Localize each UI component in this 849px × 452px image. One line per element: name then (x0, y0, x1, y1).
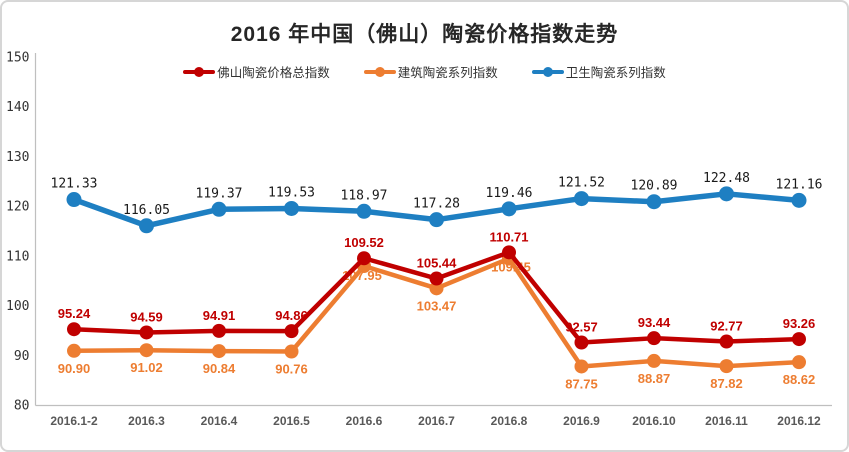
data-point (792, 332, 806, 347)
data-point (429, 271, 444, 286)
data-label: 90.90 (58, 361, 91, 376)
data-label: 93.26 (783, 316, 816, 331)
data-point (284, 200, 299, 216)
data-label: 88.62 (783, 372, 816, 387)
data-label: 88.87 (638, 371, 671, 386)
legend-item-sanitary-index: 卫生陶瓷系列指数 (531, 62, 666, 81)
data-label: 118.97 (341, 188, 388, 203)
data-point (284, 324, 299, 339)
x-axis-label: 2016.1-2 (50, 414, 98, 428)
data-point (139, 325, 154, 340)
data-point (356, 203, 372, 219)
legend-item-total-index: 佛山陶瓷价格总指数 (183, 62, 330, 81)
x-axis-label: 2016.3 (128, 414, 165, 428)
data-label: 119.37 (196, 186, 243, 201)
x-axis-label: 2016.7 (418, 414, 455, 428)
data-point (212, 323, 226, 338)
data-point (647, 353, 661, 368)
data-point (139, 343, 154, 358)
data-label: 109.52 (344, 235, 384, 250)
data-label: 94.59 (130, 309, 163, 324)
x-axis-label: 2016.5 (273, 414, 310, 428)
data-label: 90.84 (203, 361, 236, 376)
data-point (429, 281, 444, 296)
data-label: 110.71 (489, 229, 528, 244)
data-label: 117.28 (413, 197, 460, 212)
data-label: 92.77 (710, 319, 743, 334)
data-label: 91.02 (130, 360, 163, 375)
data-point (501, 201, 517, 217)
data-point (502, 245, 516, 260)
data-label: 119.46 (486, 186, 533, 201)
data-label: 94.91 (203, 308, 236, 323)
data-point (574, 335, 589, 350)
data-point (719, 334, 734, 349)
chart-legend: 佛山陶瓷价格总指数 建筑陶瓷系列指数 卫生陶瓷系列指数 (2, 62, 847, 81)
legend-label: 建筑陶瓷系列指数 (397, 66, 498, 80)
chart-title: 2016 年中国（佛山）陶瓷价格指数走势 (230, 23, 619, 46)
legend-item-building-index: 建筑陶瓷系列指数 (363, 62, 498, 81)
y-axis-tick: 140 (6, 100, 29, 115)
legend-label: 卫生陶瓷系列指数 (565, 66, 666, 80)
data-label: 87.75 (565, 376, 598, 391)
data-point (719, 359, 734, 374)
data-label: 95.24 (58, 306, 91, 321)
data-label: 94.86 (275, 308, 308, 323)
data-point (574, 359, 589, 374)
data-label: 93.44 (638, 315, 671, 330)
data-point (357, 251, 371, 266)
data-label: 90.76 (275, 362, 308, 377)
y-axis-tick: 130 (6, 150, 29, 165)
y-axis-tick: 150 (6, 51, 29, 66)
data-point (791, 192, 807, 208)
data-point (646, 194, 662, 210)
data-label: 105.44 (417, 256, 458, 271)
x-axis-label: 2016.10 (632, 414, 676, 428)
red-line-marker-icon (183, 66, 216, 77)
legend-label: 佛山陶瓷价格总指数 (217, 66, 330, 80)
x-axis-label: 2016.12 (777, 414, 821, 428)
x-axis-label: 2016.11 (705, 414, 748, 428)
x-axis-label: 2016.8 (491, 414, 528, 428)
x-axis-label: 2016.9 (563, 414, 600, 428)
data-point (792, 355, 806, 370)
data-point (647, 331, 661, 346)
y-axis-tick: 100 (6, 299, 29, 314)
data-label: 87.82 (710, 376, 743, 391)
blue-line-marker-icon (531, 66, 564, 77)
y-axis-tick: 110 (6, 249, 29, 264)
orange-line-marker-icon (363, 66, 396, 77)
data-point (574, 191, 589, 207)
data-point (67, 343, 81, 358)
data-label: 122.48 (703, 171, 750, 186)
data-label: 92.57 (565, 320, 598, 335)
data-point (211, 201, 227, 217)
data-label: 121.16 (776, 177, 823, 192)
data-point (719, 186, 734, 202)
y-axis-tick: 80 (14, 399, 30, 414)
data-point (212, 344, 226, 359)
data-label: 121.33 (51, 177, 98, 192)
data-point (284, 344, 299, 359)
x-axis-label: 2016.6 (346, 414, 383, 428)
y-axis-tick: 120 (6, 200, 29, 215)
data-label: 119.53 (268, 185, 315, 200)
data-point (139, 218, 154, 234)
data-label: 116.05 (123, 203, 170, 218)
data-label: 120.89 (631, 179, 678, 194)
data-point (66, 192, 82, 208)
data-label: 121.52 (558, 176, 605, 191)
data-point (429, 212, 444, 228)
data-label: 103.47 (417, 298, 457, 313)
x-axis-label: 2016.4 (201, 414, 238, 428)
y-axis-tick: 90 (14, 349, 30, 364)
data-point (67, 322, 81, 337)
